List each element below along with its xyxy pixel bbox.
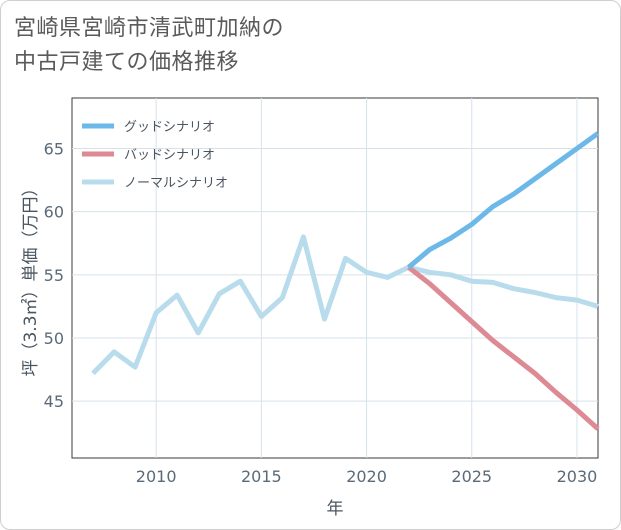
- chart-title-line-1: 宮崎県宮崎市清武町加納の: [14, 16, 285, 41]
- x-tick-label-2015: 2015: [241, 467, 282, 486]
- y-tick-label-65: 65: [44, 140, 64, 159]
- chart-title-line-2: 中古戸建ての価格推移: [14, 50, 240, 75]
- series-lines: [91, 131, 600, 431]
- legend-label-2: ノーマルシナリオ: [124, 176, 228, 191]
- series-line-1: [407, 265, 600, 431]
- y-tick-label-45: 45: [44, 392, 64, 411]
- grid-lines: [72, 98, 598, 458]
- x-tick-label-2020: 2020: [346, 467, 387, 486]
- legend-label-0: グッドシナリオ: [124, 120, 215, 135]
- series-line-0: [406, 131, 600, 270]
- y-tick-label-60: 60: [44, 203, 64, 222]
- y-tick-label-55: 55: [44, 266, 64, 285]
- plot-area-border: [71, 97, 599, 459]
- x-tick-label-2025: 2025: [451, 467, 492, 486]
- tick-labels: 2010 2015 2020 2025 2030 45 50 55 60 65: [44, 140, 598, 486]
- chart-title: 宮崎県宮崎市清武町加納の 中古戸建ての価格推移: [14, 12, 284, 80]
- x-axis-label: 年: [327, 499, 344, 519]
- legend-label-1: バッドシナリオ: [124, 148, 215, 163]
- x-tick-label-2010: 2010: [136, 467, 177, 486]
- series-line-2: [91, 234, 599, 376]
- y-axis-label: 坪（3.3㎡）単価（万円）: [21, 179, 41, 376]
- y-tick-label-50: 50: [44, 329, 64, 348]
- x-tick-label-2030: 2030: [557, 467, 598, 486]
